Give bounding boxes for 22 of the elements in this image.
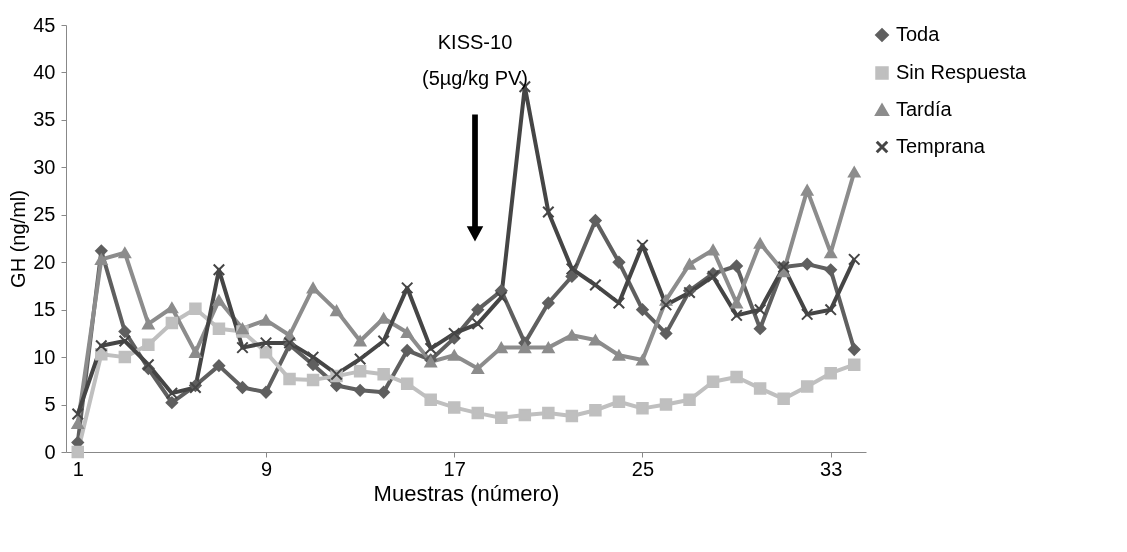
y-tick-label: 0	[44, 440, 56, 463]
y-tick-label: 45	[33, 13, 56, 36]
legend-label: Toda	[896, 23, 941, 45]
x-tick-label: 9	[260, 457, 273, 480]
x-tick-label: 17	[443, 457, 466, 480]
y-tick-label: 30	[33, 155, 56, 178]
y-axis-title: GH (ng/ml)	[7, 190, 30, 288]
x-tick-label: 25	[631, 457, 655, 480]
legend-label: Tardía	[896, 98, 953, 120]
y-tick-label: 15	[33, 298, 56, 321]
y-tick-label: 5	[44, 393, 56, 416]
x-tick-label: 1	[72, 457, 84, 480]
y-tick-label: 35	[33, 108, 56, 131]
annotation: KISS-10 (5µg/kg PV)	[421, 31, 529, 89]
y-tick-label: 25	[33, 203, 56, 226]
legend-label: Temprana	[896, 135, 986, 157]
y-tick-label: 10	[33, 345, 56, 368]
y-tick-label: 40	[33, 60, 56, 83]
legend-label: Sin Respuesta	[896, 61, 1027, 83]
y-tick-label: 20	[33, 250, 56, 273]
x-axis-title: Muestras (número)	[373, 480, 560, 506]
x-tick-label: 33	[820, 457, 843, 480]
